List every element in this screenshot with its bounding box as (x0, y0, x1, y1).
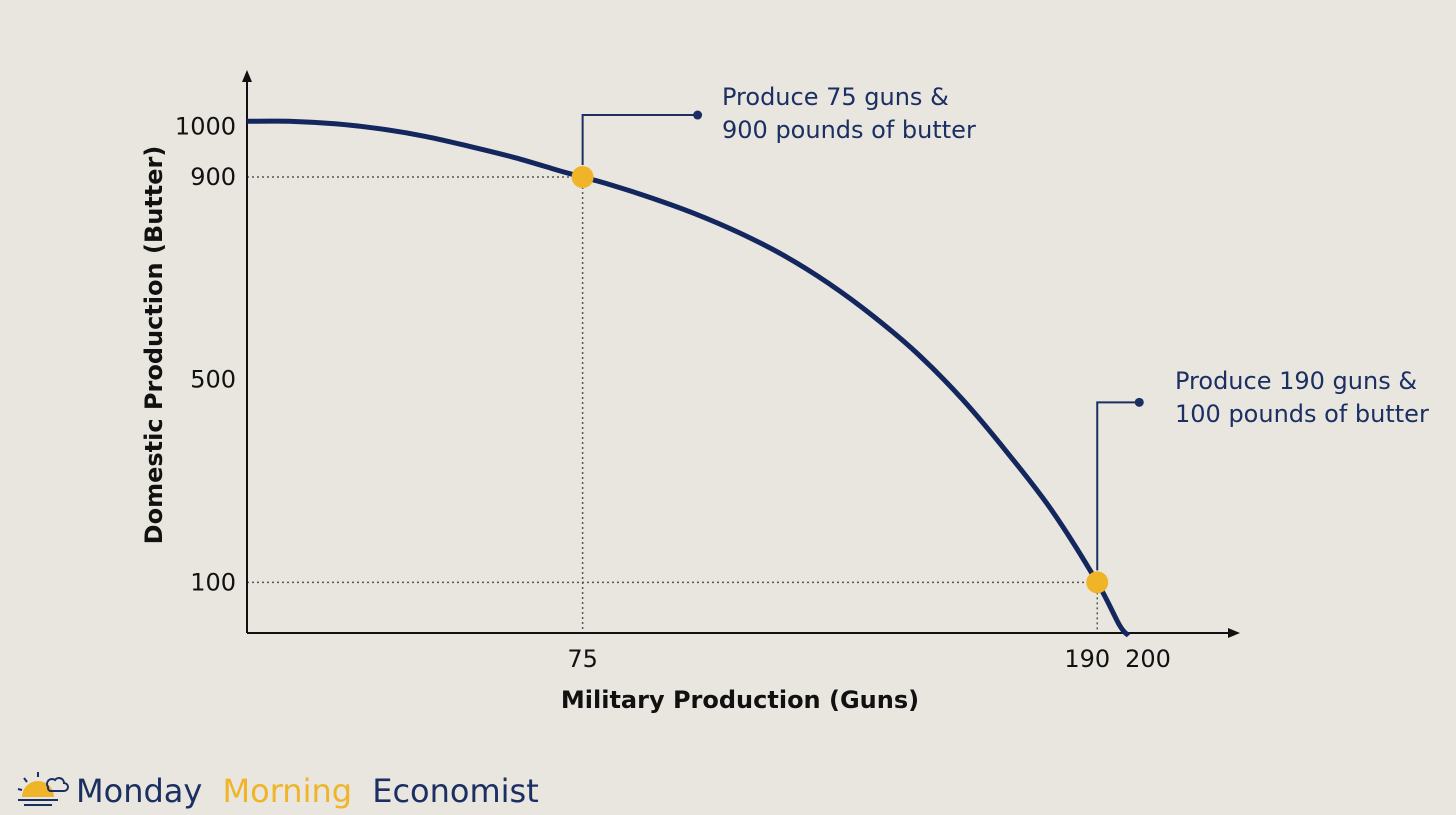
sunrise-icon (17, 772, 69, 806)
y-axis-title: Domestic Production (Butter) (140, 146, 168, 545)
x-axis-arrow (1228, 628, 1240, 638)
brand-logo: Monday Morning Economist (17, 772, 539, 810)
brand-word-morning: Morning (223, 772, 353, 810)
y-tick-label: 100 (190, 568, 236, 596)
x-tick-label: 75 (567, 645, 598, 673)
data-points (571, 166, 1109, 594)
annotation-text: 900 pounds of butter (722, 116, 976, 144)
x-tick-label: 190 (1064, 645, 1110, 673)
y-tick-label: 1000 (175, 112, 236, 140)
y-tick-label: 900 (190, 163, 236, 191)
annotation-leader (1096, 401, 1140, 571)
annotation-text: Produce 190 guns & (1175, 367, 1417, 395)
highlight-point (1086, 571, 1109, 594)
x-axis-title: Military Production (Guns) (561, 686, 919, 714)
annotation-leader-dot (693, 110, 703, 120)
annotation-leader-dot (1134, 397, 1144, 407)
axes (242, 70, 1240, 638)
annotation-leader (581, 114, 698, 166)
svg-text:Monday Morning Eco: Monday Morning Economist (76, 772, 539, 810)
y-tick-label: 500 (190, 366, 236, 394)
annotations: Produce 75 guns & 900 pounds of butter Pro… (581, 83, 1429, 571)
annotation-text: 100 pounds of butter (1175, 400, 1429, 428)
x-tick-label: 200 (1125, 645, 1171, 673)
brand-word-economist: Economist (372, 772, 539, 810)
y-axis-arrow (242, 70, 252, 82)
annotation-text: Produce 75 guns & (722, 83, 949, 111)
ppf-curve (246, 118, 1131, 638)
highlight-point (571, 166, 594, 189)
tick-labels: 1000 900 500 100 75 190 200 (175, 112, 1171, 673)
brand-word-monday: Monday (76, 772, 202, 810)
guide-lines (247, 176, 1098, 633)
